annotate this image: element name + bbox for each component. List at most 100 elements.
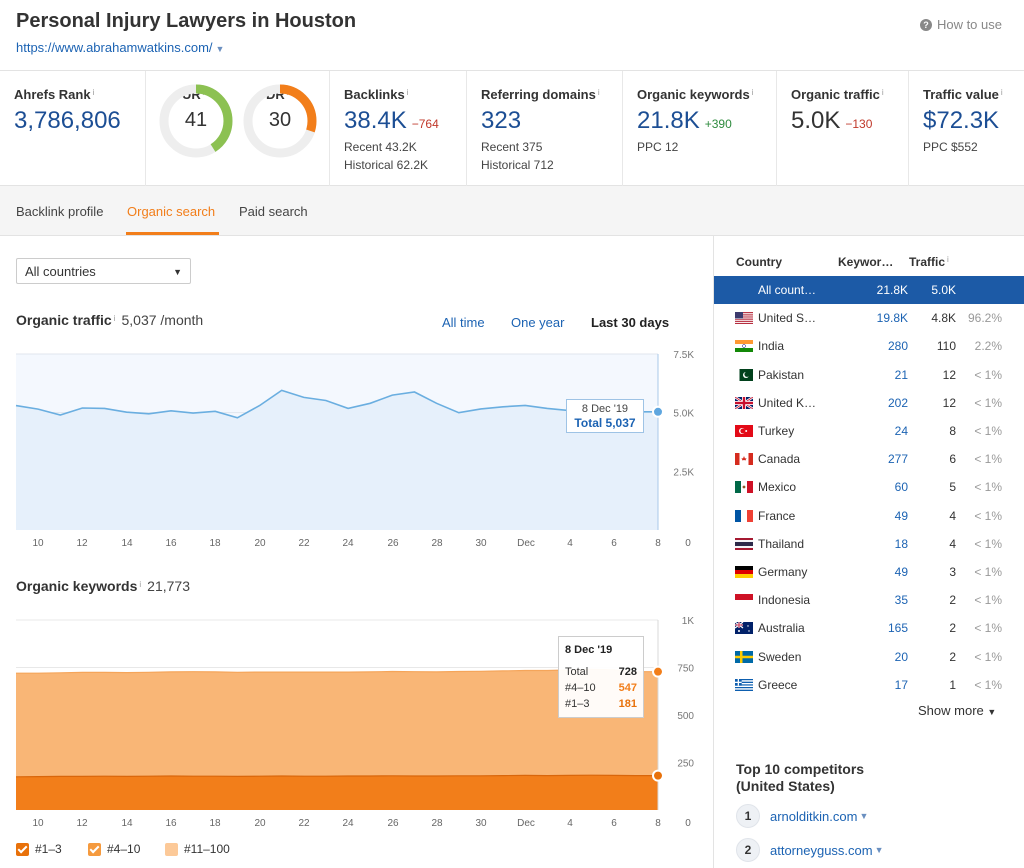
chevron-down-icon[interactable]: ▼ — [874, 845, 884, 855]
traffic-value-cell: Traffic value i $72.3K PPC $552 — [909, 71, 1024, 186]
legend-item-4-10[interactable]: #4–10 — [88, 842, 140, 856]
chevron-down-icon[interactable]: ▼ — [215, 44, 225, 54]
info-icon[interactable]: i — [92, 88, 95, 97]
backlinks-value[interactable]: 38.4K — [344, 107, 407, 134]
legend-item-1-3[interactable]: #1–3 — [16, 842, 62, 856]
country-row[interactable]: Thailand 18 4 < 1% — [714, 530, 1024, 558]
country-row[interactable]: Mexico 60 5 < 1% — [714, 473, 1024, 501]
tab-organic-search[interactable]: Organic search — [127, 204, 216, 219]
country-row[interactable]: Pakistan 21 12 < 1% — [714, 361, 1024, 389]
country-traffic: 4.8K — [931, 311, 956, 326]
flag-id-icon — [735, 594, 753, 607]
checkbox-icon[interactable] — [16, 842, 29, 856]
country-row[interactable]: Indonesia 35 2 < 1% — [714, 586, 1024, 614]
country-keywords[interactable]: 21 — [894, 367, 908, 382]
country-keywords[interactable]: 18 — [894, 536, 908, 551]
country-row[interactable]: Canada 277 6 < 1% — [714, 445, 1024, 473]
country-name: Thailand — [758, 536, 805, 551]
country-row[interactable]: Germany 49 3 < 1% — [714, 558, 1024, 586]
country-keywords[interactable]: 277 — [887, 452, 908, 467]
country-traffic: 12 — [942, 395, 956, 410]
country-keywords[interactable]: 21.8K — [876, 283, 908, 297]
country-name: Turkey — [758, 424, 795, 438]
country-row[interactable]: Turkey 24 8 < 1% — [714, 417, 1024, 445]
referring-domains-value[interactable]: 323 — [481, 107, 522, 134]
target-url-text[interactable]: https://www.abrahamwatkins.com/ — [16, 40, 213, 55]
y-tick-label: 5.0K — [673, 409, 694, 420]
competitor-item[interactable]: 1 arnolditkin.com ▼ — [736, 804, 868, 828]
country-row[interactable]: France 49 4 < 1% — [714, 502, 1024, 530]
country-keywords[interactable]: 17 — [894, 677, 908, 692]
ahrefs-rank-value: 3,786,806 — [14, 107, 121, 134]
info-icon[interactable]: i — [139, 580, 142, 589]
keywords-tooltip-date: 8 Dec '19 — [565, 644, 613, 656]
col-header-keywords[interactable]: Keywor… — [838, 255, 894, 269]
country-keywords[interactable]: 60 — [894, 480, 908, 495]
organic-traffic-delta: −130 — [845, 117, 873, 131]
info-icon[interactable]: i — [113, 314, 116, 323]
country-keywords[interactable]: 24 — [894, 424, 908, 438]
country-name: Australia — [758, 621, 805, 636]
competitor-item[interactable]: 2 attorneyguss.com ▼ — [736, 838, 884, 862]
flag-us-icon — [735, 312, 753, 325]
country-row[interactable]: United S… 19.8K 4.8K 96.2% — [714, 304, 1024, 332]
referring-domains-cell: Referring domains i 323 Recent 375 Histor… — [467, 71, 623, 186]
country-row[interactable]: Australia 165 2 < 1% — [714, 614, 1024, 642]
country-row[interactable]: Sweden 20 2 < 1% — [714, 643, 1024, 671]
range-all-time[interactable]: All time — [442, 315, 485, 330]
how-to-use-label[interactable]: How to use — [936, 17, 1002, 32]
chevron-down-icon[interactable]: ▼ — [173, 267, 182, 277]
country-keywords[interactable]: 202 — [887, 395, 908, 410]
series-1-3-area — [16, 775, 658, 810]
info-icon[interactable]: i — [751, 88, 754, 97]
legend-item-11-100[interactable]: #11–100 — [165, 842, 230, 856]
chevron-down-icon[interactable]: ▼ — [859, 811, 869, 821]
x-tick-label: 28 — [431, 818, 443, 829]
range-one-year[interactable]: One year — [511, 315, 565, 330]
organic-traffic-monthly: 5,037 /month — [121, 312, 204, 328]
question-icon: ? — [919, 19, 932, 31]
keywords-tooltip-row: Total 728 — [565, 666, 637, 678]
country-keywords[interactable]: 280 — [887, 339, 908, 354]
country-row[interactable]: India 280 110 2.2% — [714, 332, 1024, 360]
target-url[interactable]: https://www.abrahamwatkins.com/▼ — [16, 40, 224, 55]
country-row[interactable]: All count… 21.8K 5.0K — [714, 276, 1024, 304]
info-icon[interactable]: i — [881, 88, 884, 97]
info-icon[interactable]: i — [947, 255, 949, 264]
tab-backlink-profile[interactable]: Backlink profile — [16, 204, 104, 219]
country-keywords[interactable]: 49 — [894, 508, 908, 523]
referring-domains-historical: Historical 712 — [481, 158, 554, 172]
range-last-30-days[interactable]: Last 30 days — [591, 315, 670, 330]
panel-divider — [713, 236, 714, 868]
country-name: All count… — [758, 283, 817, 297]
referring-domains-recent: Recent 375 — [481, 140, 543, 154]
checkbox-icon[interactable] — [88, 842, 101, 856]
country-keywords[interactable]: 165 — [887, 621, 908, 636]
country-row[interactable]: Greece 17 1 < 1% — [714, 671, 1024, 699]
country-keywords[interactable]: 19.8K — [876, 311, 908, 326]
col-header-traffic[interactable]: Traffic — [909, 255, 946, 269]
checkbox-icon[interactable] — [165, 842, 178, 856]
how-to-use-link[interactable]: ? How to use — [919, 17, 1002, 32]
country-name: Germany — [758, 565, 808, 579]
show-more-button[interactable]: Show more ▼ — [918, 703, 997, 718]
dr-value: 30 — [268, 109, 292, 131]
country-row[interactable]: United K… 202 12 < 1% — [714, 389, 1024, 417]
flag-de-icon — [735, 566, 753, 579]
country-name: Greece — [758, 677, 798, 692]
country-traffic-share: < 1% — [974, 565, 1002, 579]
info-icon[interactable]: i — [597, 88, 600, 97]
col-header-country[interactable]: Country — [736, 255, 782, 269]
country-select-value[interactable]: All countries — [25, 264, 96, 279]
tab-paid-search[interactable]: Paid search — [239, 204, 308, 219]
country-select[interactable]: All countries ▼ — [16, 258, 191, 284]
country-keywords[interactable]: 20 — [894, 649, 908, 664]
info-icon[interactable]: i — [1000, 88, 1003, 97]
organic-keywords-value[interactable]: 21.8K — [637, 107, 700, 134]
country-keywords[interactable]: 49 — [894, 565, 908, 579]
chevron-down-icon[interactable]: ▼ — [987, 707, 997, 717]
ur-value: 41 — [184, 109, 208, 131]
organic-traffic-chart: 7.5K 5.0K 2.5K 10 12 14 16 18 20 22 24 26 28 30 Dec 4 6 8… — [15, 350, 694, 549]
info-icon[interactable]: i — [406, 88, 409, 97]
country-keywords[interactable]: 35 — [894, 593, 908, 608]
